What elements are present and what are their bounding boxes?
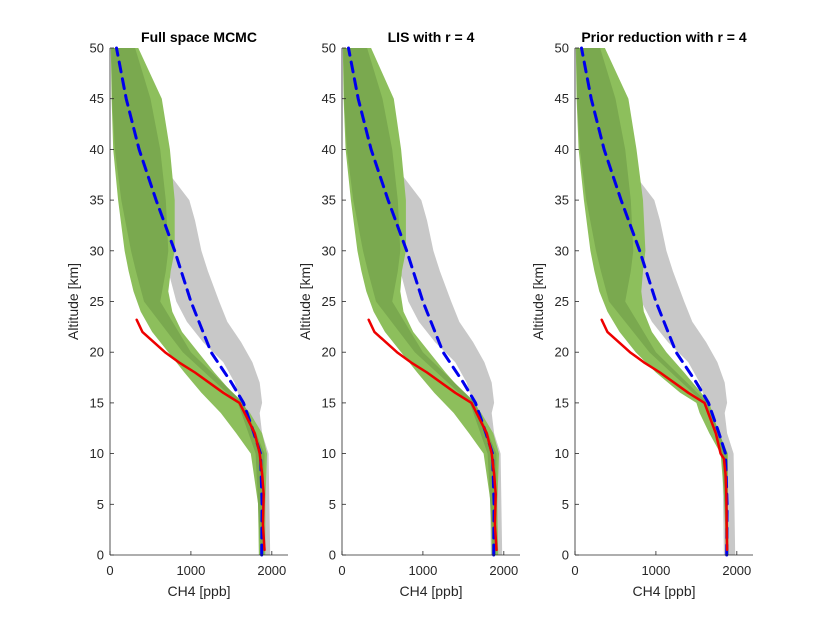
- y-tick-label: 25: [555, 294, 569, 309]
- y-tick-label: 10: [90, 446, 104, 461]
- posterior-inner-band: [343, 48, 497, 555]
- y-tick-label: 15: [90, 395, 104, 410]
- true-profile-line: [600, 318, 729, 552]
- y-tick-label: 45: [555, 91, 569, 106]
- posterior-inner-band: [576, 48, 729, 555]
- y-tick-label: 45: [322, 91, 336, 106]
- chart-panel-2: 0 5 10 15 20 25 30 35 40 45 50 0 1000 2000 LIS with r …: [297, 29, 520, 599]
- x-tick-label: 2000: [257, 563, 286, 578]
- y-tick-label: 35: [322, 193, 336, 208]
- y-tick-label: 30: [555, 243, 569, 258]
- y-tick-label: 30: [322, 243, 336, 258]
- y-tick-label: 40: [322, 142, 336, 157]
- chart-panel-1: 0 5 10 15 20 25 30 35 40 45 50 0 1000 2000 Full space …: [65, 29, 288, 599]
- y-tick-label: 20: [322, 345, 336, 360]
- y-tick-label: 5: [97, 497, 104, 512]
- y-tick-label: 0: [329, 548, 336, 563]
- y-tick-label: 35: [90, 193, 104, 208]
- y-axis-label: Altitude [km]: [297, 263, 313, 340]
- true-profile-line: [135, 318, 266, 552]
- y-tick-label: 35: [555, 193, 569, 208]
- x-tick-label: 2000: [489, 563, 518, 578]
- chart-panel-3: 0 5 10 15 20 25 30 35 40 45 50 0 1000 2000 Prior reduc…: [530, 29, 753, 599]
- x-tick-label: 0: [571, 563, 578, 578]
- y-tick-label: 0: [562, 548, 569, 563]
- true-profile-line: [367, 318, 498, 552]
- posterior-inner-band: [111, 48, 265, 555]
- prior-mean-line: [580, 46, 729, 557]
- y-tick-label: 10: [322, 446, 336, 461]
- y-tick-label: 40: [90, 142, 104, 157]
- x-axis-label: CH4 [ppb]: [167, 583, 230, 599]
- y-tick-label: 10: [555, 446, 569, 461]
- y-tick-label: 5: [329, 497, 336, 512]
- x-tick-label: 1000: [641, 563, 670, 578]
- x-axis-label: CH4 [ppb]: [399, 583, 462, 599]
- y-tick-label: 25: [90, 294, 104, 309]
- chart-title: LIS with r = 4: [388, 29, 475, 45]
- y-tick-label: 50: [555, 41, 569, 56]
- chart-title: Prior reduction with r = 4: [581, 29, 747, 45]
- y-tick-label: 25: [322, 294, 336, 309]
- y-axis-label: Altitude [km]: [65, 263, 81, 340]
- chart-title: Full space MCMC: [141, 29, 257, 45]
- x-tick-label: 2000: [722, 563, 751, 578]
- y-tick-label: 20: [90, 345, 104, 360]
- y-tick-label: 0: [97, 548, 104, 563]
- y-tick-label: 15: [322, 395, 336, 410]
- y-tick-label: 15: [555, 395, 569, 410]
- x-tick-label: 1000: [408, 563, 437, 578]
- y-tick-label: 40: [555, 142, 569, 157]
- y-tick-label: 30: [90, 243, 104, 258]
- y-tick-label: 45: [90, 91, 104, 106]
- x-tick-label: 1000: [176, 563, 205, 578]
- y-tick-label: 20: [555, 345, 569, 360]
- y-tick-label: 50: [90, 41, 104, 56]
- x-axis-label: CH4 [ppb]: [632, 583, 695, 599]
- y-tick-label: 50: [322, 41, 336, 56]
- x-tick-label: 0: [338, 563, 345, 578]
- y-axis-label: Altitude [km]: [530, 263, 546, 340]
- y-tick-label: 5: [562, 497, 569, 512]
- x-tick-label: 0: [106, 563, 113, 578]
